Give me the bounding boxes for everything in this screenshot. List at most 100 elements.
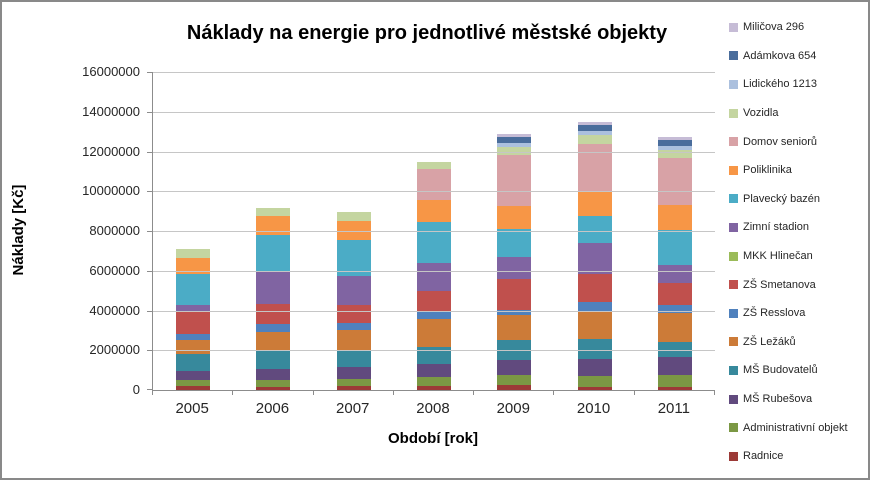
- legend-label: ZŠ Ležáků: [743, 335, 796, 348]
- bar-segment: [336, 367, 371, 380]
- gridline: [153, 350, 715, 352]
- bar-segment: [176, 371, 211, 381]
- gridline: [153, 111, 715, 113]
- bar-segment: [657, 282, 692, 305]
- legend-item: Radnice: [729, 442, 867, 471]
- bar-segment: [336, 275, 371, 305]
- bar-segment: [256, 208, 291, 217]
- bar-segment: [577, 124, 612, 131]
- legend-item: Lidického 1213: [729, 70, 867, 99]
- y-axis-tick-labels: 0 2000000 4000000 6000000 8000000 10000000 120…: [46, 64, 146, 397]
- bar-segment: [497, 256, 532, 279]
- legend-item: ZŠ Ležáků: [729, 328, 867, 357]
- legend-item: Adámkova 654: [729, 42, 867, 71]
- bar-segment: [176, 334, 211, 341]
- bar-segment: [416, 386, 451, 390]
- legend-label: ZŠ Resslova: [743, 307, 806, 320]
- y-axis-tick: [147, 389, 153, 390]
- legend-swatch-icon: [729, 394, 738, 404]
- legend-swatch-icon: [729, 165, 738, 175]
- bar-segment: [256, 369, 291, 381]
- bar-segment: [256, 324, 291, 333]
- gridline: [153, 191, 715, 193]
- x-axis-tick: [553, 390, 555, 395]
- stacked-bar: [256, 208, 291, 390]
- bar-segment: [497, 360, 532, 376]
- legend-label: MKK Hlinečan: [743, 250, 813, 263]
- x-axis-tick: [473, 390, 475, 395]
- bar-segment: [256, 271, 291, 304]
- category-slot: [314, 72, 394, 390]
- bar-segment: [176, 340, 211, 355]
- y-axis-tick: [147, 111, 153, 113]
- y-axis-tick: [147, 231, 153, 232]
- legend-label: Lidického 1213: [743, 78, 818, 91]
- category-slot: [635, 72, 715, 390]
- gridline: [153, 231, 715, 232]
- legend-label: Zimní stadion: [743, 221, 810, 234]
- category-slot: [233, 72, 313, 390]
- bar-segment: [497, 136, 532, 143]
- y-tick-label: 16000000: [82, 64, 140, 79]
- legend-item: Zimní stadion: [729, 213, 867, 242]
- legend-label: Vozidla: [743, 107, 779, 120]
- y-axis-tick: [147, 151, 153, 153]
- bar-segment: [416, 347, 451, 365]
- bar-segment: [497, 309, 532, 316]
- legend-swatch-icon: [729, 108, 738, 118]
- legend-item: MŠ Rubešova: [729, 385, 867, 414]
- legend-item: ZŠ Resslova: [729, 299, 867, 328]
- legend-label: Plavecký bazén: [743, 192, 821, 205]
- y-axis-tick: [147, 350, 153, 352]
- bar-segment: [256, 332, 291, 352]
- bar-segment: [657, 136, 692, 140]
- stacked-bar: [176, 248, 211, 390]
- category-slot: [153, 72, 233, 390]
- gridline: [153, 72, 715, 73]
- bar-segment: [416, 377, 451, 387]
- legend-item: Poliklinika: [729, 156, 867, 185]
- bar-segment: [657, 230, 692, 265]
- bar-segment: [416, 200, 451, 223]
- bar-segment: [577, 216, 612, 243]
- bar-segment: [657, 145, 692, 150]
- legend-label: MŠ Rubešova: [743, 393, 813, 406]
- bar-segment: [657, 387, 692, 390]
- category-slot: [474, 72, 554, 390]
- legend-label: Miličova 296: [743, 21, 805, 34]
- stacked-bar: [657, 136, 692, 390]
- bar-segment: [497, 375, 532, 386]
- plot-area: [147, 72, 715, 395]
- legend-swatch-icon: [729, 308, 738, 318]
- bar-segment: [416, 319, 451, 348]
- bar-segment: [657, 312, 692, 343]
- bar-segment: [176, 380, 211, 387]
- legend-swatch-icon: [729, 365, 738, 375]
- bar-segment: [657, 149, 692, 158]
- bar-segment: [336, 221, 371, 240]
- x-tick-label: 2009: [496, 400, 530, 417]
- legend-label: Domov seniorů: [743, 135, 817, 148]
- legend-swatch-icon: [729, 51, 738, 61]
- bar-segment: [336, 323, 371, 331]
- bar-segment: [176, 311, 211, 335]
- category-slot: [394, 72, 474, 390]
- bar-segment: [497, 142, 532, 147]
- legend-label: Poliklinika: [743, 164, 792, 177]
- y-tick-label: 2000000: [89, 342, 140, 358]
- bar-segment: [497, 133, 532, 137]
- bar-segment: [577, 191, 612, 217]
- bar-segment: [577, 301, 612, 311]
- bar-segment: [577, 339, 612, 360]
- bar-segment: [577, 310, 612, 340]
- legend-swatch-icon: [729, 22, 738, 32]
- bar-segment: [176, 257, 211, 274]
- x-tick-label: 2008: [416, 400, 450, 417]
- bar-segment: [336, 386, 371, 390]
- bar-segment: [657, 264, 692, 283]
- bar-segment: [256, 351, 291, 370]
- x-axis-tick-labels: 2005 2006 2007 2008 2009 2010 2011: [152, 400, 714, 417]
- x-tick-label: 2007: [336, 400, 370, 417]
- bar-segment: [336, 239, 371, 276]
- bar-segment: [416, 161, 451, 170]
